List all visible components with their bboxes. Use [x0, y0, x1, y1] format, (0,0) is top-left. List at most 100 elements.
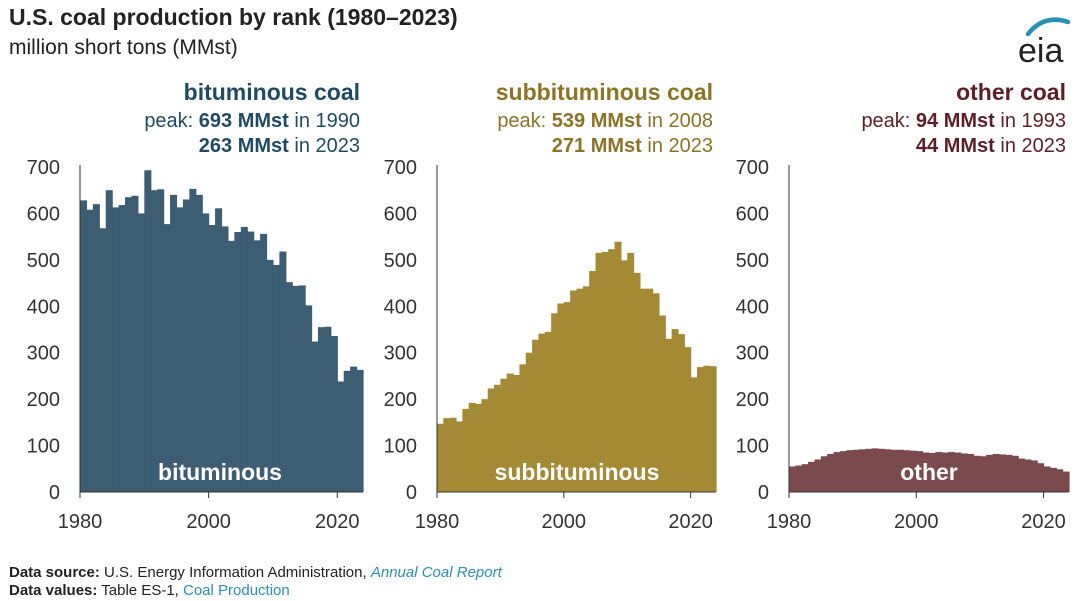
bituminous-bar-2012: [285, 282, 293, 492]
bituminous-bar-2001: [215, 208, 223, 492]
other-bar-1995: [884, 449, 892, 492]
subbituminous-bar-1981: [443, 418, 451, 492]
other-bar-1996: [890, 449, 898, 492]
subbituminous-peak-annotation: peak: 539 MMst in 2008: [497, 110, 713, 132]
other-ytick-label: 700: [736, 157, 769, 179]
subbituminous-bar-2008: [614, 241, 622, 492]
other-latest-annotation: 44 MMst in 2023: [916, 135, 1066, 157]
subbituminous-bar-1980: [437, 423, 444, 492]
subbituminous-bar-1990: [500, 378, 508, 492]
bituminous-peak-year: in 1990: [289, 110, 360, 132]
logo-text: eia: [1018, 32, 1063, 68]
other-bar-2019: [1037, 463, 1045, 492]
other-bar-1986: [827, 453, 835, 492]
other-bar-2011: [986, 454, 994, 492]
bituminous-latest-year: in 2023: [289, 135, 360, 157]
other-ytick-label: 400: [736, 296, 769, 318]
bituminous-ytick-label: 500: [27, 250, 60, 272]
bituminous-latest-annotation: 263 MMst in 2023: [199, 135, 360, 157]
bituminous-ytick-label: 0: [49, 482, 60, 504]
bituminous-bar-2015: [305, 305, 313, 492]
other-bar-1985: [820, 456, 828, 492]
other-peak-year: in 1993: [995, 110, 1066, 132]
bituminous-bar-1985: [112, 207, 120, 492]
subbituminous-xtick-label: 2000: [542, 511, 587, 533]
bituminous-bar-1986: [118, 205, 126, 492]
subbituminous-bar-1995: [532, 339, 540, 492]
other-bar-1994: [878, 448, 886, 492]
subbituminous-series-title: subbituminous coal: [496, 79, 713, 105]
subbituminous-bar-2002: [576, 288, 584, 492]
bituminous-bar-2022: [350, 366, 358, 492]
other-bar-2005: [948, 452, 956, 492]
other-bar-2001: [922, 452, 930, 492]
other-latest-value: 44 MMst: [916, 135, 995, 157]
subbituminous-xtick-label: 1980: [415, 511, 460, 533]
subbituminous-bar-1986: [475, 403, 482, 492]
bituminous-bar-2021: [343, 370, 351, 492]
subbituminous-bar-1989: [494, 384, 502, 492]
subbituminous-bar-2019: [684, 347, 692, 492]
other-bar-2002: [929, 453, 936, 492]
other-bar-2009: [973, 455, 981, 492]
subbituminous-bar-1987: [481, 399, 489, 492]
other-bar-1987: [833, 452, 841, 492]
bituminous-bar-2004: [234, 232, 242, 492]
bituminous-ytick-label: 700: [27, 157, 60, 179]
subbituminous-bar-2007: [608, 249, 616, 492]
other-bar-2020: [1043, 466, 1051, 492]
other-bar-1988: [839, 451, 847, 492]
eia-logo: eia: [1018, 17, 1071, 68]
bituminous-xtick-label: 2020: [315, 511, 360, 533]
other-inner-label: other: [900, 459, 958, 485]
bituminous-inner-label: bituminous: [158, 459, 282, 485]
other-bar-1991: [859, 449, 866, 492]
bituminous-bar-1991: [150, 190, 158, 492]
other-bar-2017: [1024, 459, 1032, 492]
subbituminous-bar-2016: [665, 338, 673, 492]
bituminous-bar-1982: [92, 204, 100, 492]
bituminous-bar-2013: [292, 285, 300, 492]
bituminous-bar-1984: [105, 190, 113, 492]
other-ytick-label: 600: [736, 203, 769, 225]
other-ytick-label: 0: [758, 482, 769, 504]
bituminous-bar-1998: [195, 194, 203, 493]
bituminous-bar-1980: [80, 200, 88, 492]
data-source-label: Data source:: [9, 564, 100, 581]
bituminous-bar-2010: [272, 264, 280, 492]
subbituminous-bar-2020: [690, 377, 698, 492]
bituminous-bar-1989: [137, 213, 145, 492]
subbituminous-bar-1993: [519, 364, 527, 492]
subbituminous-bar-2001: [570, 290, 578, 492]
subbituminous-bar-1982: [449, 417, 457, 492]
other-bar-1992: [865, 448, 873, 492]
bituminous-peak-value: 693 MMst: [199, 110, 289, 132]
bituminous-bar-2023: [356, 369, 364, 492]
bituminous-bar-2003: [227, 240, 235, 492]
data-source-text: U.S. Energy Information Administration,: [104, 564, 367, 581]
other-latest-year: in 2023: [995, 135, 1066, 157]
bituminous-bar-1988: [131, 195, 139, 493]
data-values-link[interactable]: Coal Production: [183, 582, 290, 599]
other-bar-1984: [814, 459, 822, 492]
subbituminous-bar-1991: [506, 373, 514, 492]
bituminous-ytick-label: 400: [27, 296, 60, 318]
data-source-link[interactable]: Annual Coal Report: [370, 564, 502, 581]
data-values-line: Data values: Table ES-1, Coal Production: [9, 582, 290, 599]
bituminous-xtick-label: 2000: [186, 511, 231, 533]
bituminous-bar-2018: [324, 326, 332, 492]
bituminous-xtick-label: 1980: [58, 511, 103, 533]
data-values-label: Data values:: [9, 582, 98, 599]
subbituminous-bar-1998: [551, 313, 559, 492]
subbituminous-bar-1997: [544, 331, 552, 492]
other-bar-2003: [935, 452, 943, 492]
bituminous-bar-2019: [330, 336, 338, 492]
bituminous-bar-1992: [157, 189, 165, 493]
subbituminous-bar-2010: [627, 252, 635, 492]
bituminous-bar-1990: [144, 170, 152, 492]
bituminous-bar-2000: [208, 225, 216, 493]
subbituminous-bar-2022: [703, 365, 711, 492]
bituminous-bar-2020: [337, 381, 345, 492]
other-bar-2013: [999, 454, 1006, 492]
